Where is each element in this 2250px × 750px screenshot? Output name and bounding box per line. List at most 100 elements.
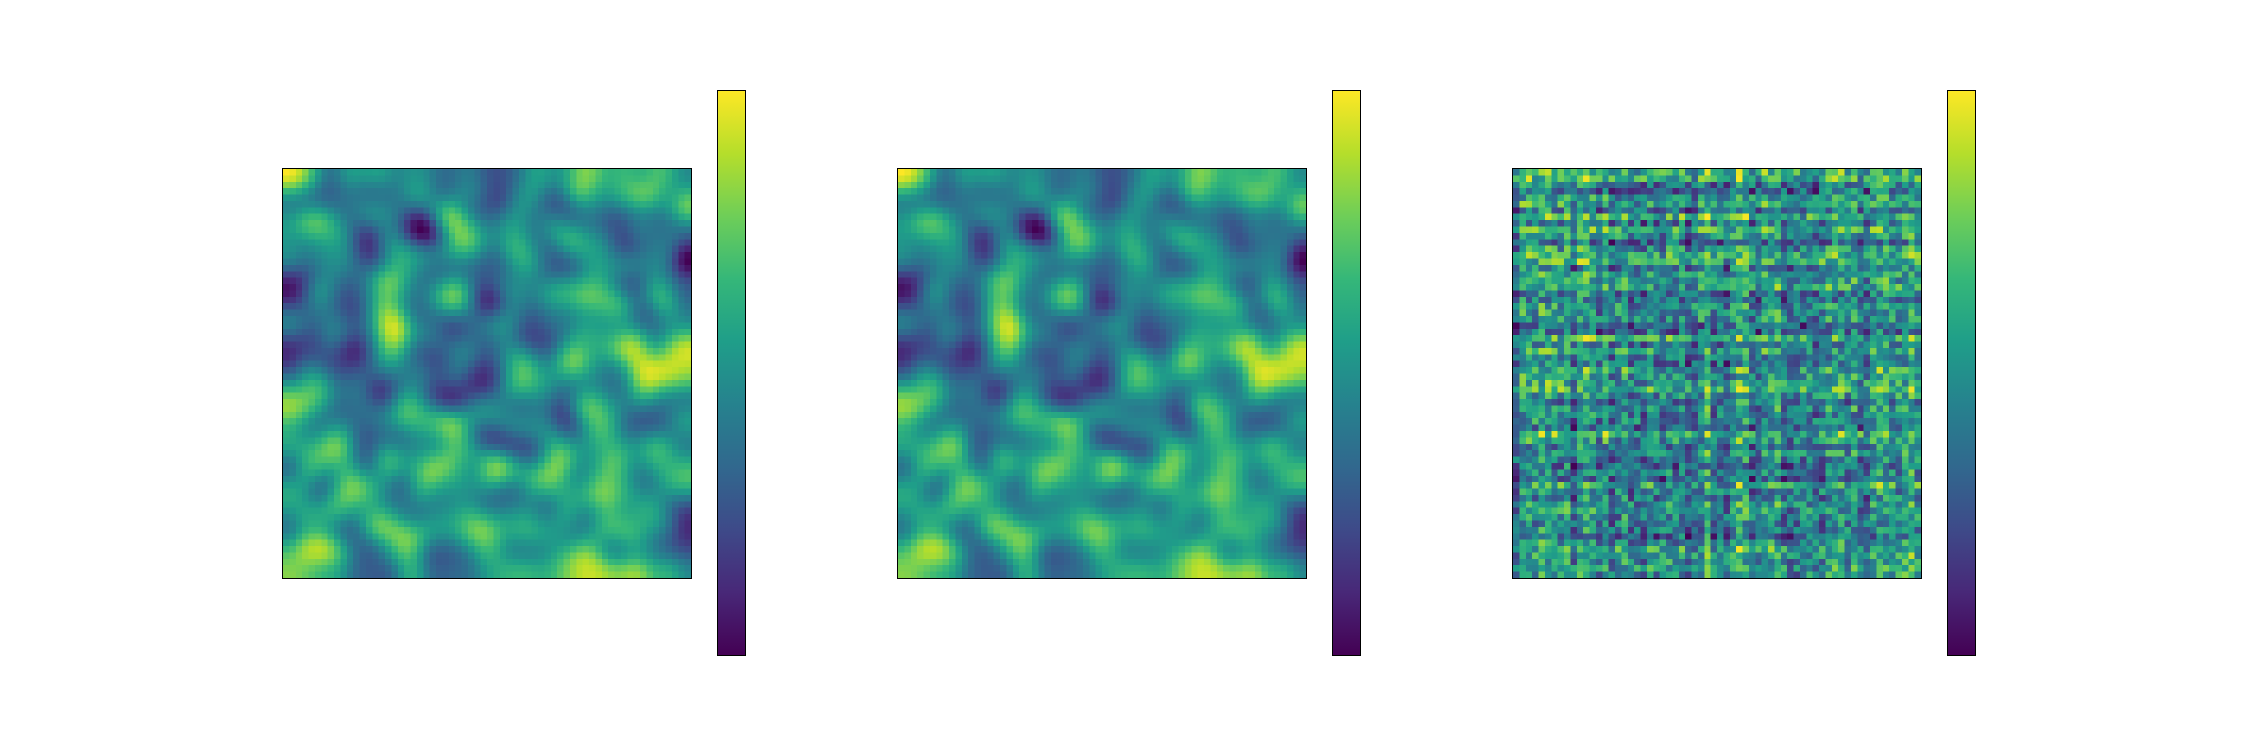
heatmap-cell <box>346 309 354 317</box>
heatmap-cell <box>455 373 462 381</box>
heatmap-cell <box>1178 207 1186 214</box>
heatmap-cell <box>461 558 469 566</box>
heatmap-cell <box>289 226 296 234</box>
heatmap-cell <box>480 526 488 534</box>
heatmap-cell <box>640 175 647 182</box>
heatmap-cell <box>321 546 328 553</box>
heatmap-cell <box>429 309 437 317</box>
heatmap-cell <box>327 456 335 464</box>
heatmap-cell <box>652 315 660 323</box>
heatmap-cell <box>1172 207 1179 214</box>
heatmap-cell <box>1082 245 1090 253</box>
heatmap-cell <box>321 501 328 508</box>
heatmap-cell <box>289 341 296 349</box>
heatmap-cell <box>506 367 513 374</box>
heatmap-cell <box>391 207 398 214</box>
heatmap-cell <box>1197 220 1205 227</box>
heatmap-cell <box>646 258 653 265</box>
heatmap-cell <box>436 315 443 323</box>
heatmap-cell <box>929 194 937 202</box>
heatmap-cell <box>353 194 360 202</box>
heatmap-cell <box>378 443 386 451</box>
heatmap-cell <box>620 347 628 355</box>
heatmap-cell <box>506 175 513 182</box>
heatmap-cell <box>512 169 520 176</box>
heatmap-cell <box>334 392 341 400</box>
heatmap-cell <box>416 450 424 457</box>
heatmap-cell <box>429 392 437 400</box>
heatmap-cell <box>327 239 335 246</box>
heatmap-cell <box>385 386 392 393</box>
heatmap-cell <box>455 252 462 259</box>
heatmap-cell <box>557 264 564 272</box>
heatmap-cell <box>1153 245 1160 253</box>
heatmap-cell <box>314 469 322 476</box>
heatmap-grid <box>283 169 691 578</box>
heatmap-cell <box>506 526 513 534</box>
heatmap-cell <box>1274 245 1281 253</box>
heatmap-cell <box>1140 175 1147 182</box>
heatmap-cell <box>525 386 532 393</box>
heatmap-cell <box>544 303 551 310</box>
heatmap-cell <box>627 315 634 323</box>
heatmap-cell <box>359 169 367 176</box>
heatmap-cell <box>589 418 596 425</box>
heatmap-cell <box>538 354 545 361</box>
heatmap-cell <box>302 386 309 393</box>
heatmap-cell <box>397 303 405 310</box>
heatmap-cell <box>1267 252 1275 259</box>
heatmap-cell <box>582 386 590 393</box>
heatmap-cell <box>589 258 596 265</box>
heatmap-cell <box>538 443 545 451</box>
heatmap-cell <box>512 526 520 534</box>
heatmap-cell <box>487 264 494 272</box>
heatmap-cell <box>974 175 982 182</box>
heatmap-cell <box>493 347 500 355</box>
heatmap-cell <box>378 181 386 189</box>
heatmap-cell <box>506 373 513 381</box>
heatmap-cell <box>1025 194 1033 202</box>
heatmap-cell <box>665 386 673 393</box>
heatmap-cell <box>652 462 660 470</box>
heatmap-cell <box>665 245 673 253</box>
heatmap-cell <box>423 277 430 285</box>
heatmap-cell <box>308 565 316 572</box>
heatmap-cell <box>627 271 634 278</box>
heatmap-cell <box>448 315 456 323</box>
heatmap-cell <box>487 373 494 381</box>
heatmap-cell <box>474 450 481 457</box>
heatmap-cell <box>589 245 596 253</box>
heatmap-cell <box>678 258 685 265</box>
heatmap-cell <box>372 354 379 361</box>
heatmap-cell <box>652 258 660 265</box>
heatmap-cell <box>423 309 430 317</box>
heatmap-cell <box>455 431 462 438</box>
heatmap-cell <box>1076 194 1084 202</box>
heatmap-cell <box>493 552 500 559</box>
heatmap-cell <box>365 194 373 202</box>
heatmap-cell <box>589 373 596 381</box>
heatmap-cell <box>942 252 950 259</box>
heatmap-cell <box>346 226 354 234</box>
heatmap-cell <box>646 565 653 572</box>
heatmap-cell <box>646 494 653 502</box>
heatmap-cell <box>987 213 994 221</box>
heatmap-cell <box>671 462 679 470</box>
heatmap-cell <box>429 373 437 381</box>
heatmap-cell <box>353 494 360 502</box>
heatmap-cell <box>474 514 481 521</box>
heatmap-cell <box>391 226 398 234</box>
heatmap-cell <box>665 405 673 412</box>
heatmap-cell <box>378 418 386 425</box>
heatmap-cell <box>1044 181 1052 189</box>
heatmap-cell <box>283 501 290 508</box>
heatmap-cell <box>448 188 456 195</box>
heatmap-cell <box>289 347 296 355</box>
heatmap-cell <box>295 514 303 521</box>
heatmap-cell <box>480 507 488 515</box>
heatmap-cell <box>974 200 982 208</box>
heatmap-cell <box>1019 207 1026 214</box>
heatmap-cell <box>321 494 328 502</box>
heatmap-cell <box>321 175 328 182</box>
heatmap-cell <box>378 533 386 540</box>
